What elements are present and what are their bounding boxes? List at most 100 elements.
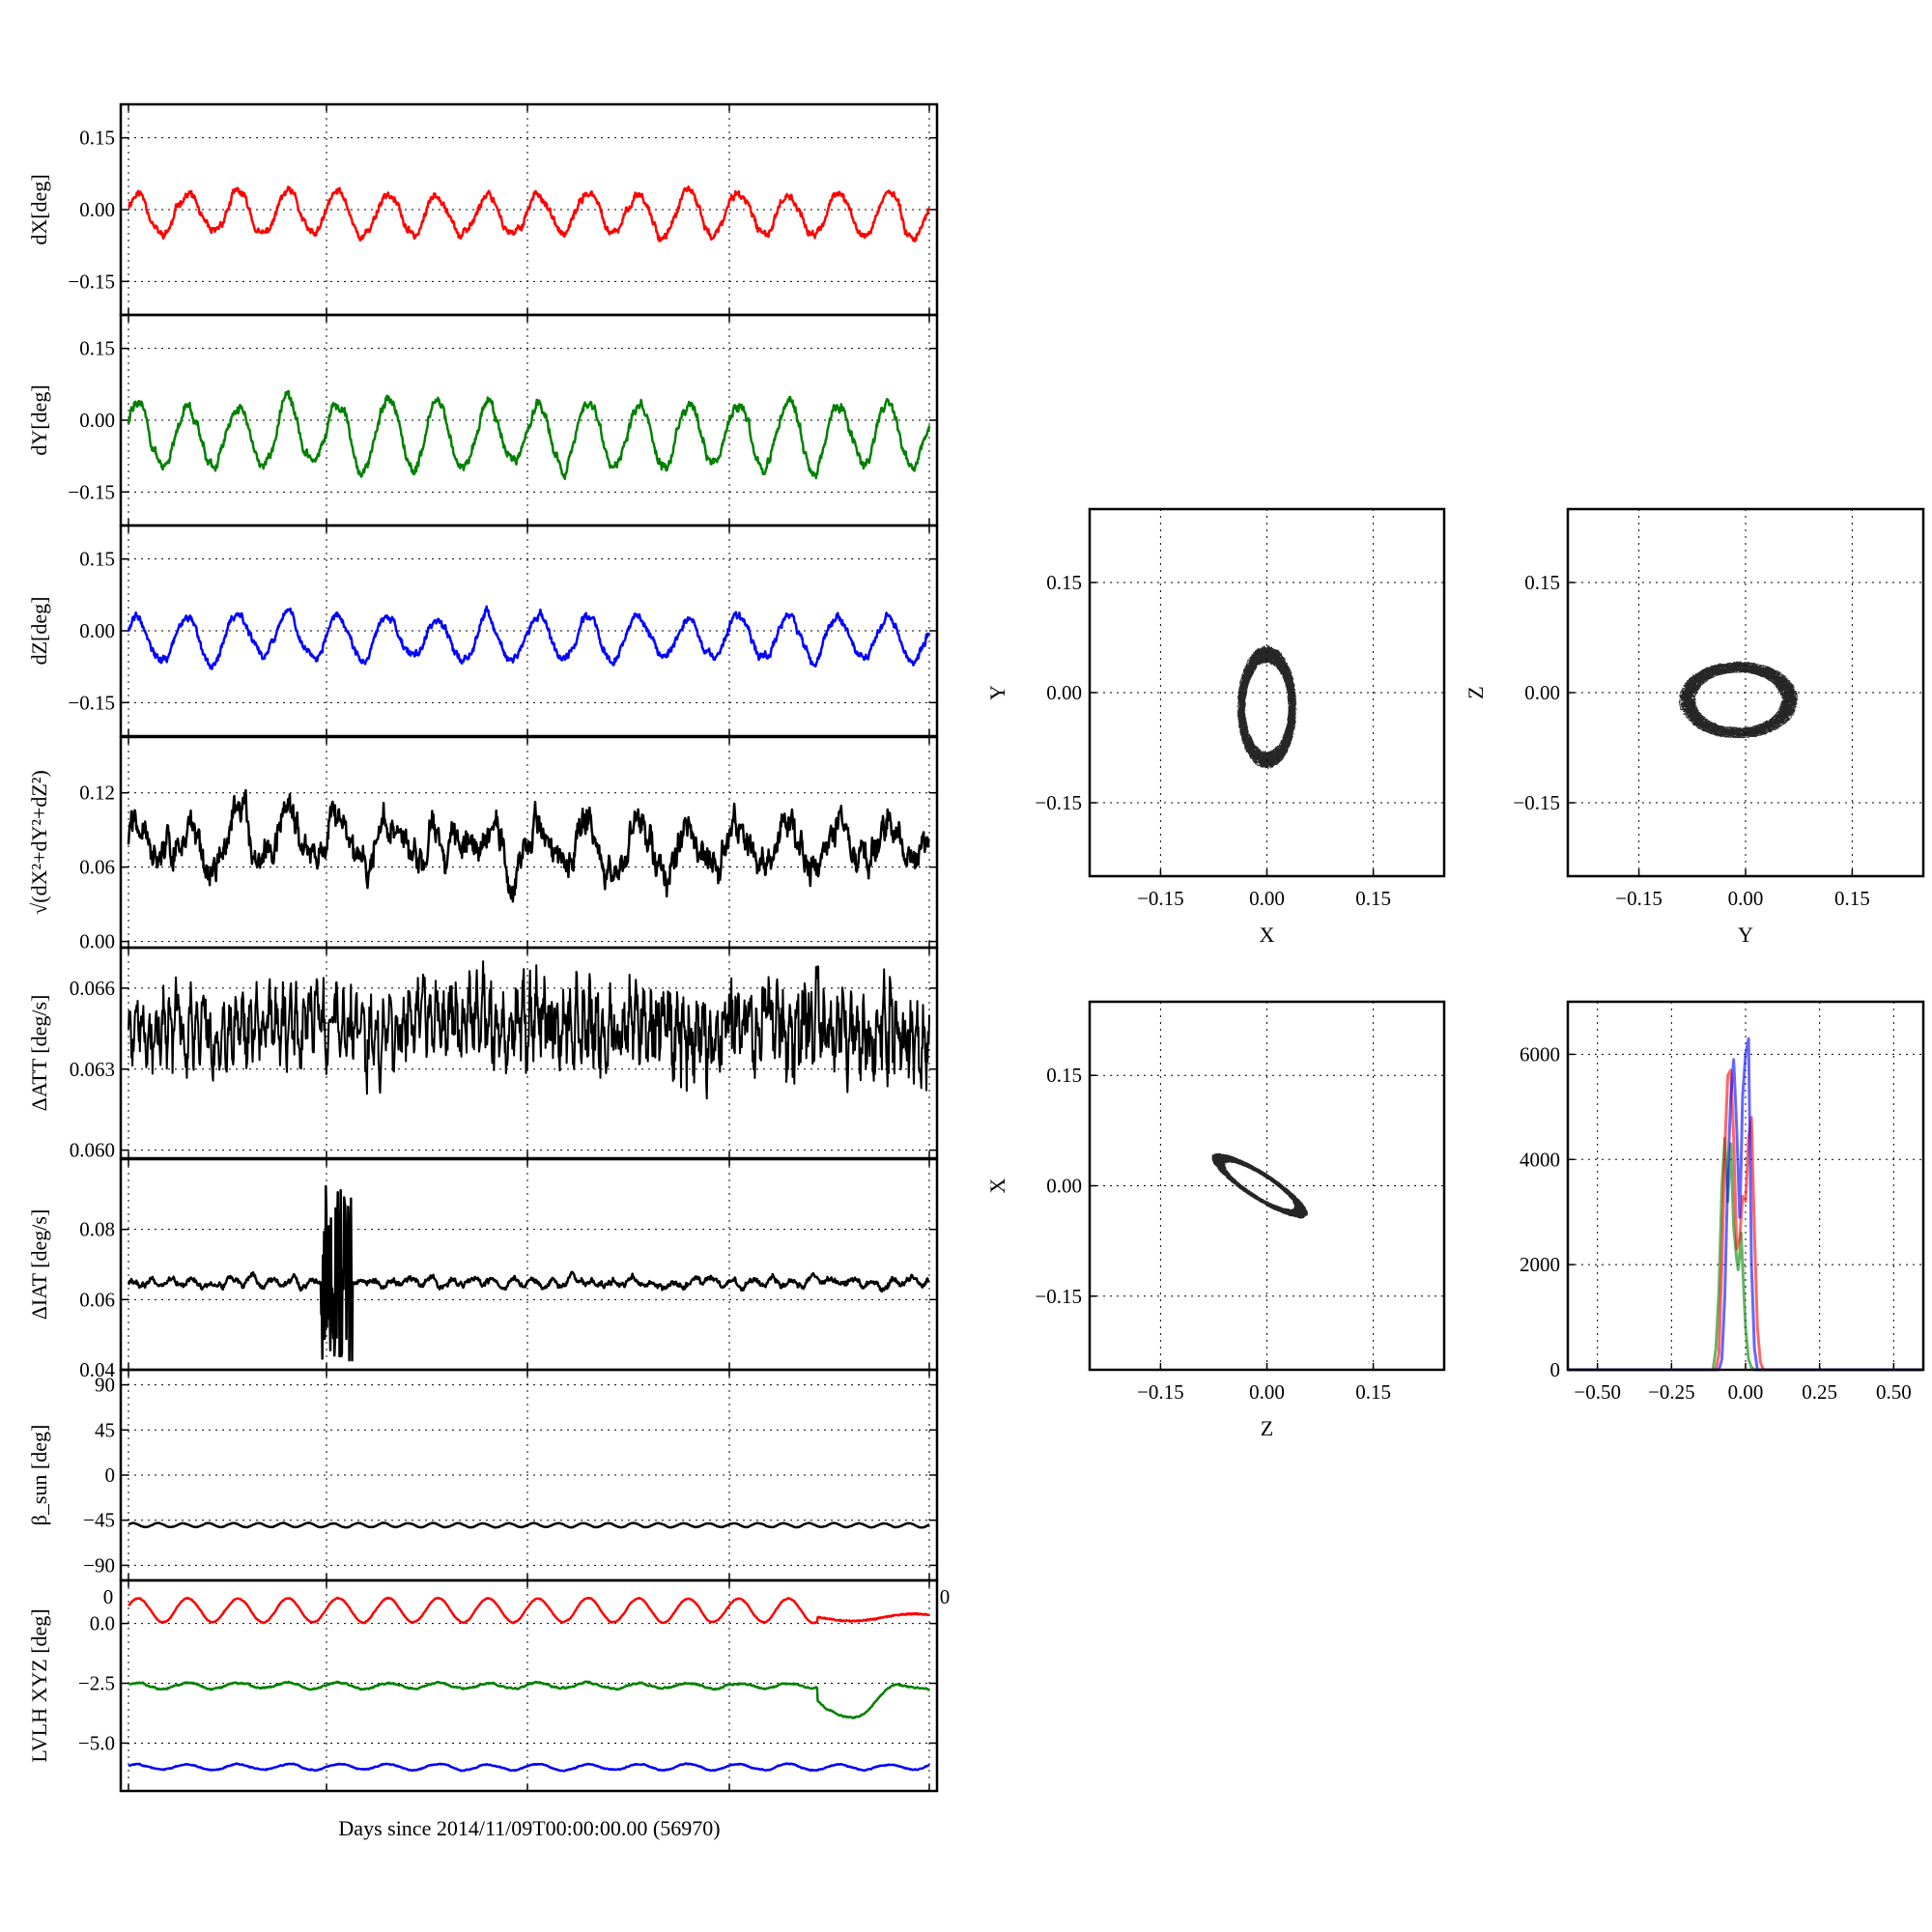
panel-beta_sun: 90 45 0 −45 −90 β_sun [deg] <box>27 1368 939 1582</box>
x-edge-label-left: 0 <box>103 1585 114 1608</box>
ylabel: ΔATT [deg/s] <box>27 995 51 1112</box>
ytick-label: 0.00 <box>79 198 115 221</box>
xtick-label: 0.00 <box>1249 887 1285 910</box>
trajectory <box>1678 661 1799 739</box>
ylabel: dY[deg] <box>27 384 51 455</box>
series-line <box>128 1762 930 1773</box>
ytick-label: 0.00 <box>79 619 115 642</box>
ytick-label: 0.0 <box>90 1612 115 1635</box>
ytick-label: 0.06 <box>79 856 115 879</box>
xlabel: X <box>1260 923 1275 947</box>
xtick-label: 0.15 <box>1834 887 1870 910</box>
axes-frame <box>119 1578 939 1793</box>
ytick-label: 0.00 <box>1524 681 1560 704</box>
trajectory <box>1236 644 1298 770</box>
ylabel: LVLH XYZ [deg] <box>27 1608 51 1762</box>
xtick-label: 0.00 <box>1728 1380 1764 1404</box>
ytick-label: −0.15 <box>68 270 115 293</box>
xlabel: Z <box>1261 1416 1273 1440</box>
panel-dX: 0.15 0.00 −0.15 dX[deg] <box>27 102 939 317</box>
ytick-label: 0.00 <box>1046 1175 1082 1198</box>
series-line <box>127 788 930 903</box>
ytick-label: −0.15 <box>68 691 115 714</box>
ytick-label: 90 <box>95 1374 115 1397</box>
ytick-label: 0.060 <box>70 1139 115 1162</box>
ytick-label: 0.066 <box>70 977 115 1000</box>
hist-line <box>1568 1037 1923 1372</box>
ytick-label: 6000 <box>1520 1042 1560 1065</box>
series-line <box>128 1596 930 1625</box>
axes-frame <box>119 1157 939 1372</box>
ytick-label: 0.00 <box>79 930 115 953</box>
xtick-label: 0.50 <box>1876 1380 1912 1404</box>
xtick-label: −0.15 <box>1137 1380 1184 1404</box>
panel-dIAT: 0.08 0.06 0.04 ΔIAT [deg/s] <box>27 1157 939 1381</box>
ytick-label: 0.00 <box>1046 681 1082 704</box>
ylabel: β_sun [deg] <box>27 1425 51 1526</box>
hist-line <box>1568 1068 1923 1372</box>
panel-dR: 0.12 0.06 0.00 √(dX²+dY²+dZ²) <box>27 735 939 953</box>
ytick-label: −45 <box>83 1509 115 1532</box>
ylabel: √(dX²+dY²+dZ²) <box>27 770 51 915</box>
ytick-label: −0.15 <box>1035 791 1082 814</box>
ytick-label: −90 <box>83 1553 115 1577</box>
ytick-label: 0.15 <box>1524 571 1560 594</box>
ytick-label: 0.15 <box>79 548 115 571</box>
xtick-label: 0.00 <box>1249 1380 1285 1404</box>
panel-dATT: 0.066 0.063 0.060 ΔATT [deg/s] <box>27 946 939 1162</box>
series-line <box>127 389 931 481</box>
ytick-label: −0.15 <box>68 480 115 503</box>
ytick-label: −2.5 <box>78 1672 115 1695</box>
xlabel: Y <box>1738 923 1753 947</box>
series-line <box>128 185 930 243</box>
series-line <box>127 605 931 670</box>
ylabel: dX[deg] <box>27 174 51 244</box>
panel-dZ: 0.15 0.00 −0.15 dZ[deg] <box>27 524 939 738</box>
xtick-label: 0.15 <box>1355 1380 1391 1404</box>
panel-histogram: −0.50 −0.25 0.00 0.25 0.50 6000 4000 2000 0 <box>1520 1000 1925 1404</box>
ytick-label: 0 <box>105 1463 116 1487</box>
ylabel: ΔIAT [deg/s] <box>27 1209 51 1321</box>
xtick-label: 0.00 <box>1728 887 1764 910</box>
axes-frame <box>1566 1000 1925 1372</box>
panel-dY: 0.15 0.00 −0.15 dY[deg] <box>27 313 939 527</box>
ylabel: Y <box>985 685 1009 700</box>
ytick-label: 0.15 <box>1046 571 1082 594</box>
ytick-label: 45 <box>95 1418 115 1441</box>
ytick-label: 0.063 <box>70 1058 115 1081</box>
panel-ZX: −0.15 0.00 0.15 0.15 0.00 −0.15 Z X <box>985 1000 1446 1440</box>
axes-frame <box>1088 1000 1446 1372</box>
ytick-label: 0.08 <box>79 1218 115 1241</box>
x-axis-label: Days since 2014/11/09T00:00:00.00 (56970… <box>338 1816 720 1840</box>
panel-XY: −0.15 0.00 0.15 0.15 0.00 −0.15 X Y <box>985 507 1446 947</box>
xtick-label: −0.50 <box>1574 1380 1621 1404</box>
ytick-label: 0.06 <box>79 1288 115 1311</box>
series-line <box>128 960 930 1100</box>
panel-LVLH: 0.0 −2.5 −5.0 LVLH XYZ [deg] <box>27 1578 939 1793</box>
series-line <box>128 1680 930 1719</box>
xtick-label: 0.25 <box>1802 1380 1837 1404</box>
x-edge-label-right: 0 <box>940 1585 951 1608</box>
series-line <box>128 1521 930 1529</box>
ylabel: dZ[deg] <box>27 597 51 666</box>
xtick-label: 0.15 <box>1355 887 1391 910</box>
ytick-label: 0.00 <box>79 409 115 432</box>
ytick-label: 0.15 <box>79 337 115 360</box>
ytick-label: 0.15 <box>79 127 115 150</box>
axes-frame <box>1566 507 1925 878</box>
xtick-label: −0.25 <box>1648 1380 1695 1404</box>
ytick-label: −5.0 <box>78 1731 115 1754</box>
ytick-label: 0.12 <box>79 781 115 805</box>
axes-frame <box>1088 507 1446 878</box>
ytick-label: −0.15 <box>1513 791 1560 814</box>
ytick-label: 0 <box>1550 1358 1561 1381</box>
xtick-label: −0.15 <box>1615 887 1662 910</box>
series-line <box>127 1184 930 1362</box>
ytick-label: 4000 <box>1520 1148 1560 1171</box>
ytick-label: 0.04 <box>79 1358 115 1381</box>
ylabel: Z <box>1463 686 1488 698</box>
ytick-label: 2000 <box>1520 1253 1560 1276</box>
trajectory <box>1211 1152 1309 1219</box>
xtick-label: −0.15 <box>1137 887 1184 910</box>
ytick-label: 0.15 <box>1046 1064 1082 1087</box>
